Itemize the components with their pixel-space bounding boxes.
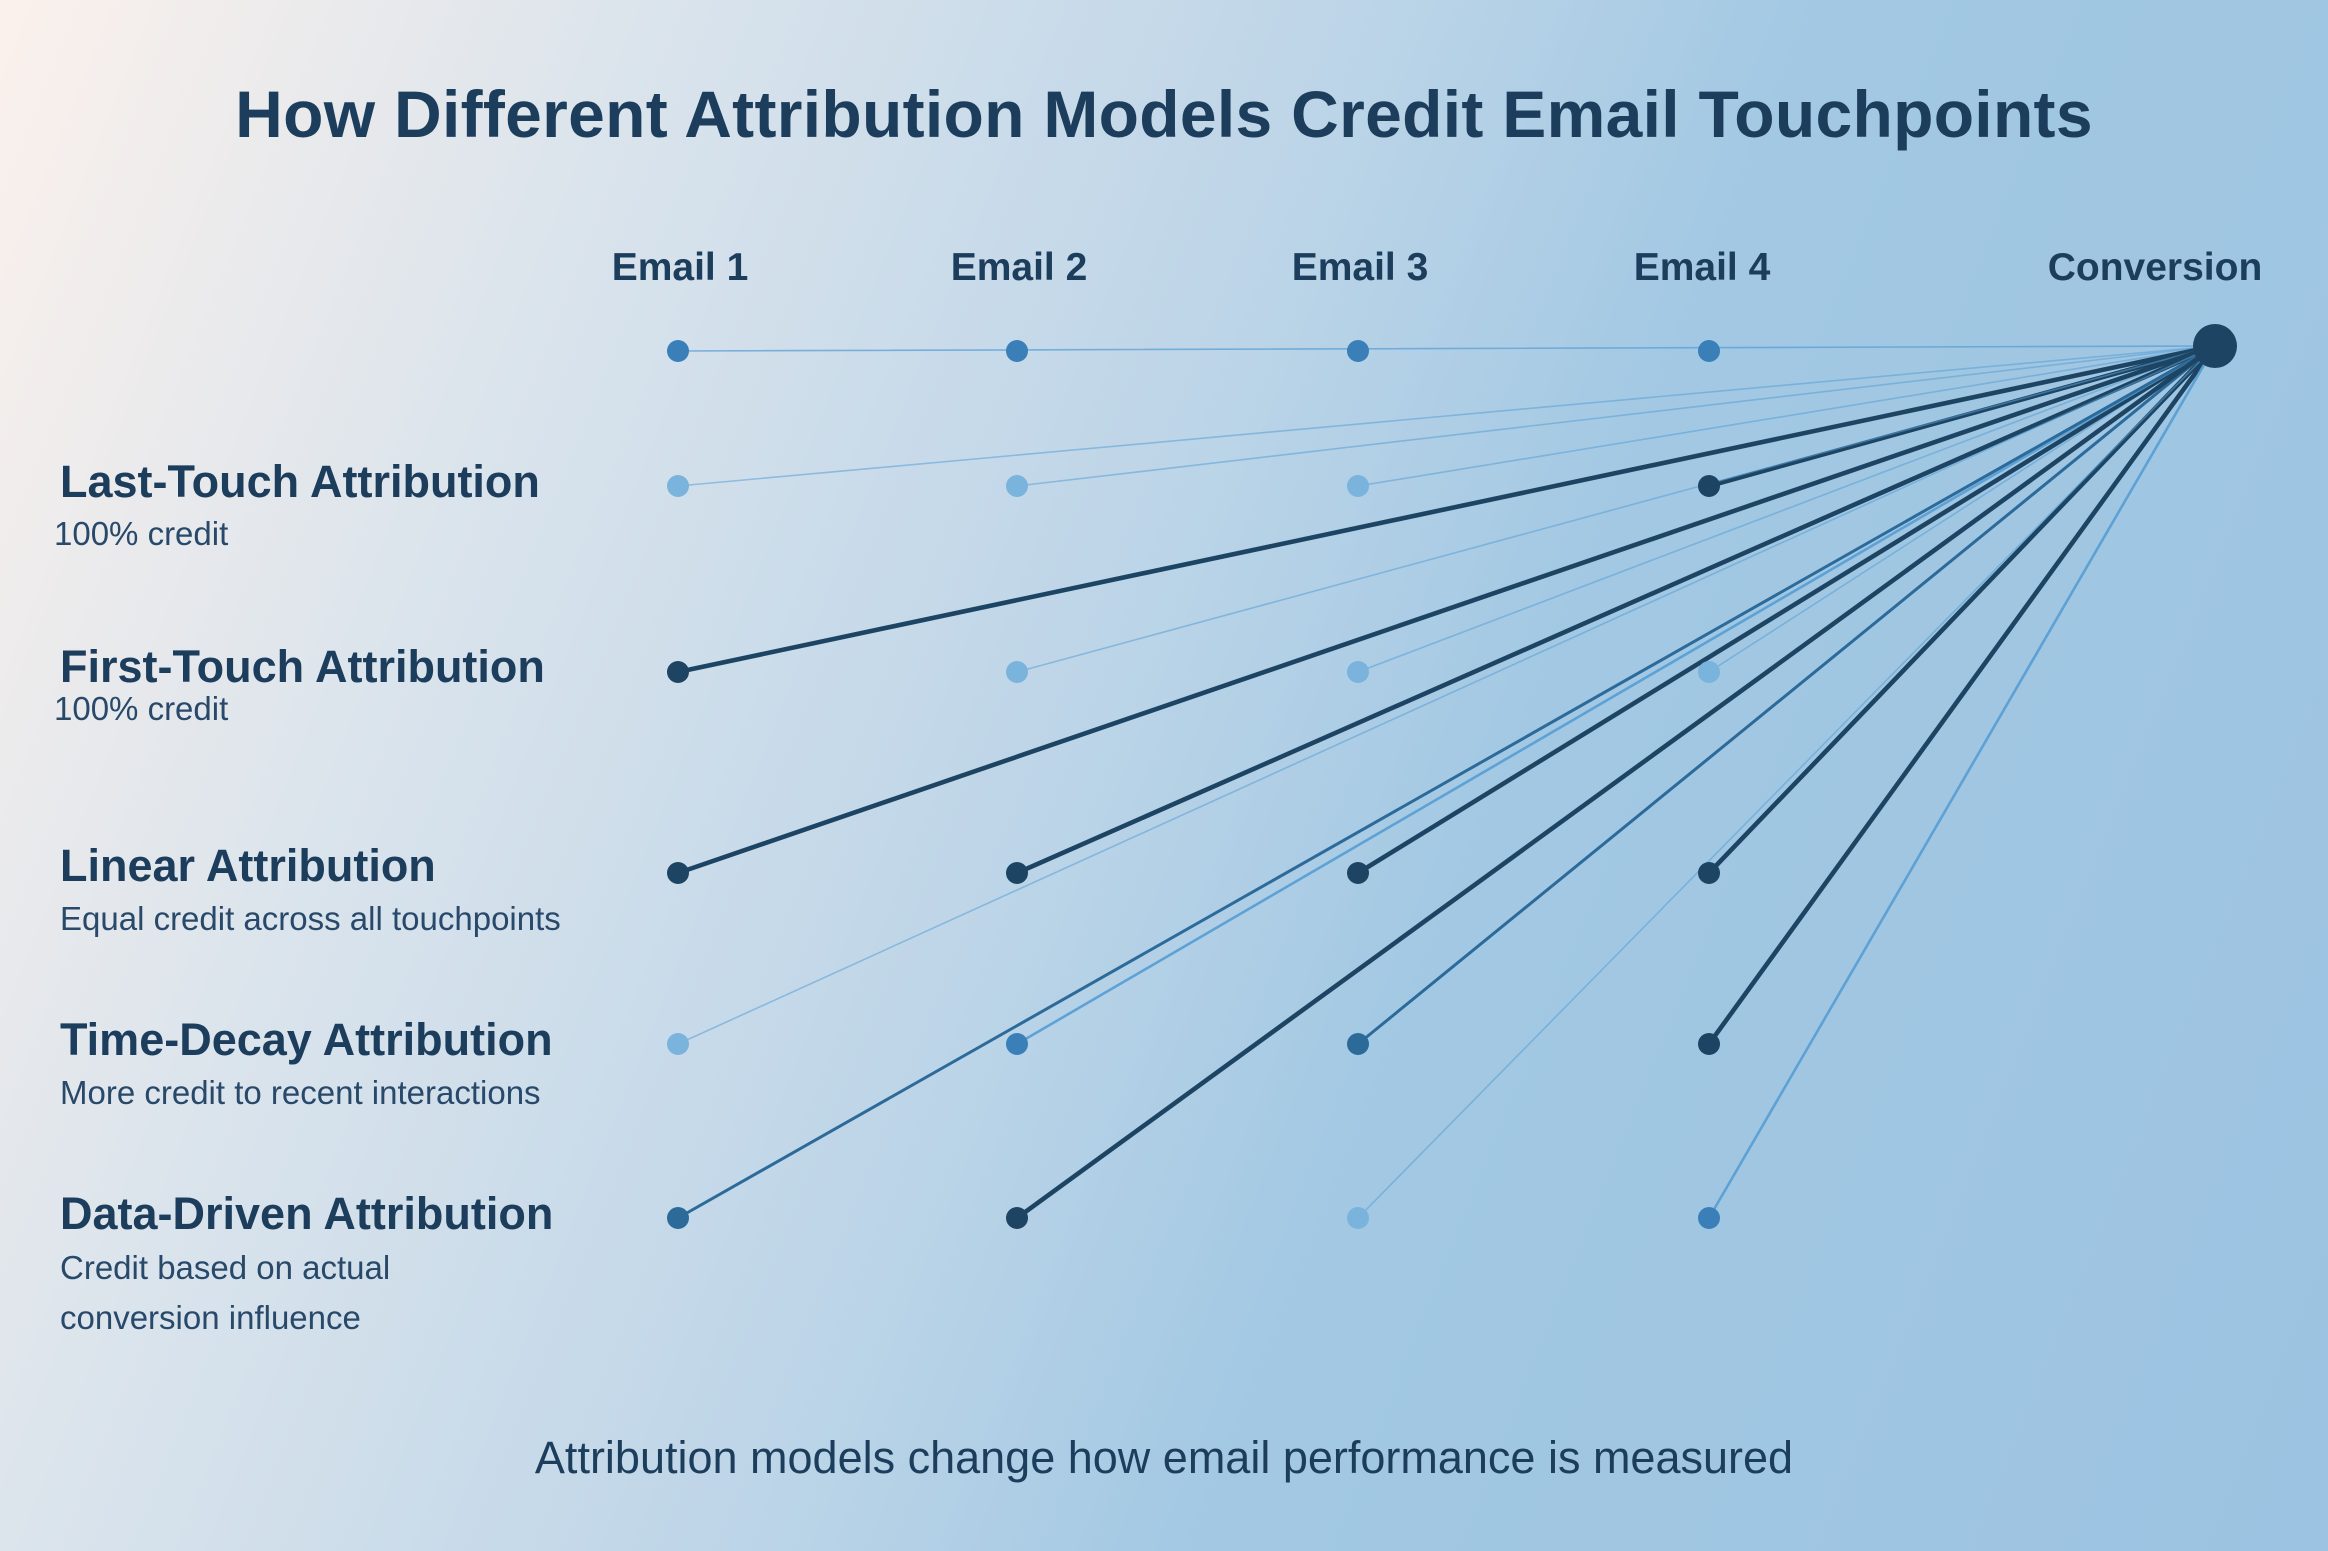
node-time-decay-email-2 xyxy=(1006,1033,1028,1055)
node-linear-email-2 xyxy=(1006,862,1028,884)
connector-last-touch-email-2 xyxy=(1016,345,2216,487)
header-timeline-line xyxy=(677,345,2216,352)
node-time-decay-email-3 xyxy=(1347,1033,1369,1055)
node-first-touch-email-2 xyxy=(1006,661,1028,683)
connector-time-decay-email-3 xyxy=(1356,344,2217,1046)
row-title-data-driven: Data-Driven Attribution xyxy=(60,1188,554,1239)
row-desc-data-driven-line-1: Credit based on actual xyxy=(60,1249,391,1286)
connector-time-decay-email-1 xyxy=(677,345,2216,1045)
node-last-touch-email-3 xyxy=(1347,475,1369,497)
connector-time-decay-email-2 xyxy=(1015,344,2217,1046)
column-header-email-3: Email 3 xyxy=(1291,246,1429,289)
node-last-touch-email-1 xyxy=(667,475,689,497)
connector-last-touch-email-3 xyxy=(1357,345,2216,487)
node-linear-email-3 xyxy=(1347,862,1369,884)
connector-first-touch-email-3 xyxy=(1357,345,2216,673)
node-last-touch-email-2 xyxy=(1006,475,1028,497)
header-node-email-4 xyxy=(1698,340,1720,362)
row-desc-linear: Equal credit across all touchpoints xyxy=(60,900,561,937)
header-node-email-1 xyxy=(667,340,689,362)
connector-data-driven-email-2 xyxy=(1014,343,2218,1221)
connector-data-driven-email-1 xyxy=(676,344,2217,1220)
connector-time-decay-email-4 xyxy=(1706,343,2218,1047)
column-header-email-4: Email 4 xyxy=(1633,246,1771,289)
node-time-decay-email-1 xyxy=(667,1033,689,1055)
row-title-linear: Linear Attribution xyxy=(60,840,436,891)
footer-note: Attribution models change how email perf… xyxy=(534,1432,1794,1483)
node-data-driven-email-3 xyxy=(1347,1207,1369,1229)
node-data-driven-email-2 xyxy=(1006,1207,1028,1229)
conversion-node xyxy=(2193,324,2237,368)
row-desc-data-driven-line-2: conversion influence xyxy=(60,1299,361,1336)
row-desc-time-decay: More credit to recent interactions xyxy=(60,1074,541,1111)
node-first-touch-email-1 xyxy=(667,661,689,683)
page-title: How Different Attribution Models Credit … xyxy=(235,77,2093,151)
row-desc-first-touch: 100% credit xyxy=(54,690,229,727)
connector-first-touch-email-1 xyxy=(675,343,2218,675)
connector-data-driven-email-4 xyxy=(1707,344,2217,1220)
connector-first-touch-email-2 xyxy=(1016,345,2216,673)
node-first-touch-email-4 xyxy=(1698,661,1720,683)
node-data-driven-email-1 xyxy=(667,1207,689,1229)
column-header-conversion: Conversion xyxy=(2047,246,2263,289)
header-node-email-2 xyxy=(1006,340,1028,362)
connector-linear-email-1 xyxy=(675,343,2218,876)
connector-linear-email-3 xyxy=(1355,343,2218,876)
connector-linear-email-4 xyxy=(1706,343,2218,876)
header-node-email-3 xyxy=(1347,340,1369,362)
connector-data-driven-email-3 xyxy=(1357,345,2216,1219)
connector-linear-email-2 xyxy=(1014,343,2218,876)
row-title-first-touch: First-Touch Attribution xyxy=(60,641,545,692)
node-first-touch-email-3 xyxy=(1347,661,1369,683)
node-linear-email-4 xyxy=(1698,862,1720,884)
connector-last-touch-email-1 xyxy=(677,345,2216,487)
row-title-last-touch: Last-Touch Attribution xyxy=(60,456,540,507)
row-title-time-decay: Time-Decay Attribution xyxy=(60,1014,553,1065)
node-time-decay-email-4 xyxy=(1698,1033,1720,1055)
column-header-email-2: Email 2 xyxy=(950,246,1088,289)
row-desc-last-touch: 100% credit xyxy=(54,515,229,552)
node-linear-email-1 xyxy=(667,862,689,884)
node-last-touch-email-4 xyxy=(1698,475,1720,497)
node-data-driven-email-4 xyxy=(1698,1207,1720,1229)
column-header-email-1: Email 1 xyxy=(611,246,749,289)
